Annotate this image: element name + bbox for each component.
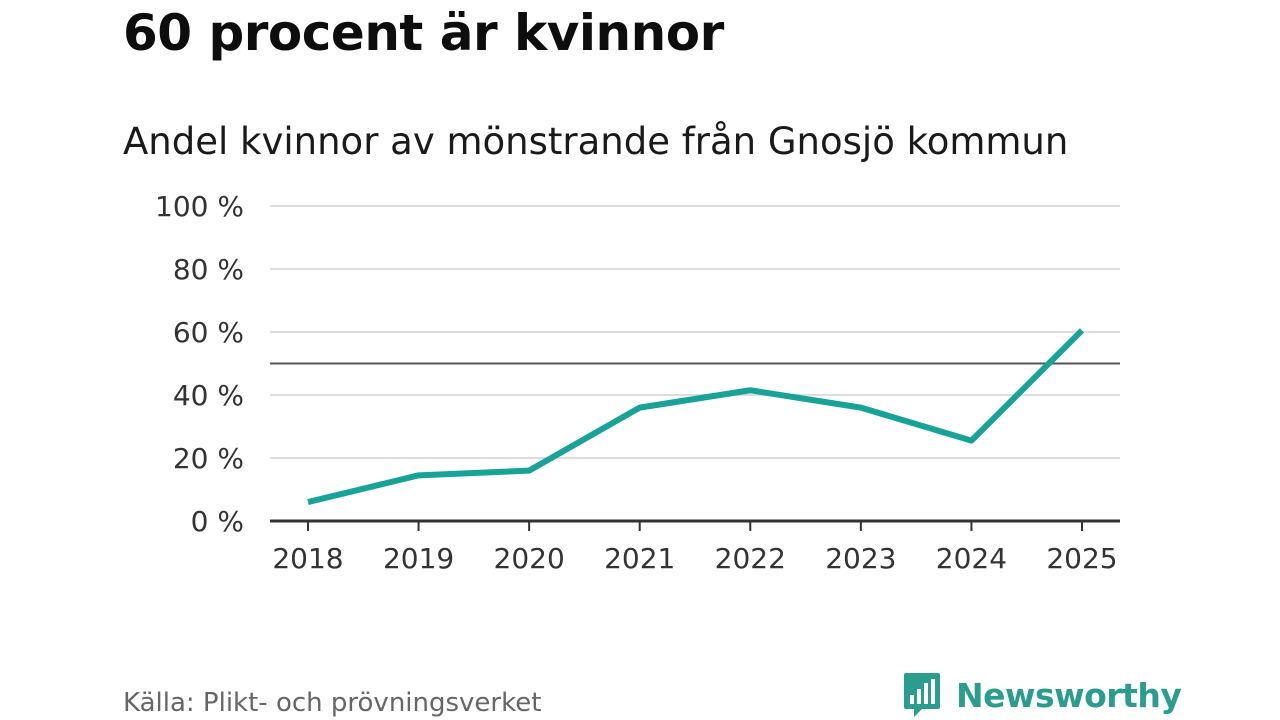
brand-name: Newsworthy [956,675,1182,715]
x-tick-label: 2021 [604,542,675,575]
bar-chart-speech-bubble-icon [904,673,940,717]
y-tick-label: 80 % [173,253,244,286]
series-line [307,328,1085,506]
source-note: Källa: Plikt- och prövningsverket [123,688,542,718]
y-tick-label: 0 % [191,505,244,538]
chart-title: 60 procent är kvinnor [123,4,724,62]
y-tick-label: 100 % [155,190,244,223]
y-tick-label: 40 % [173,379,244,412]
x-tick-label: 2020 [494,542,565,575]
y-tick-label: 20 % [173,442,244,475]
x-tick-label: 2022 [715,542,786,575]
y-tick-label: 60 % [173,316,244,349]
line-chart: 0 % 20 % 40 % 60 % 80 % 100 % 2018 2019 2020 2021… [155,190,1120,575]
x-tick-label: 2023 [825,542,896,575]
chart-subtitle: Andel kvinnor av mönstrande från Gnosjö … [123,120,1069,163]
x-tick-label: 2024 [936,542,1007,575]
x-tick-label: 2025 [1046,542,1117,575]
x-tick-label: 2018 [272,542,343,575]
brand-logo: Newsworthy [902,671,1182,719]
x-tick-label: 2019 [383,542,454,575]
